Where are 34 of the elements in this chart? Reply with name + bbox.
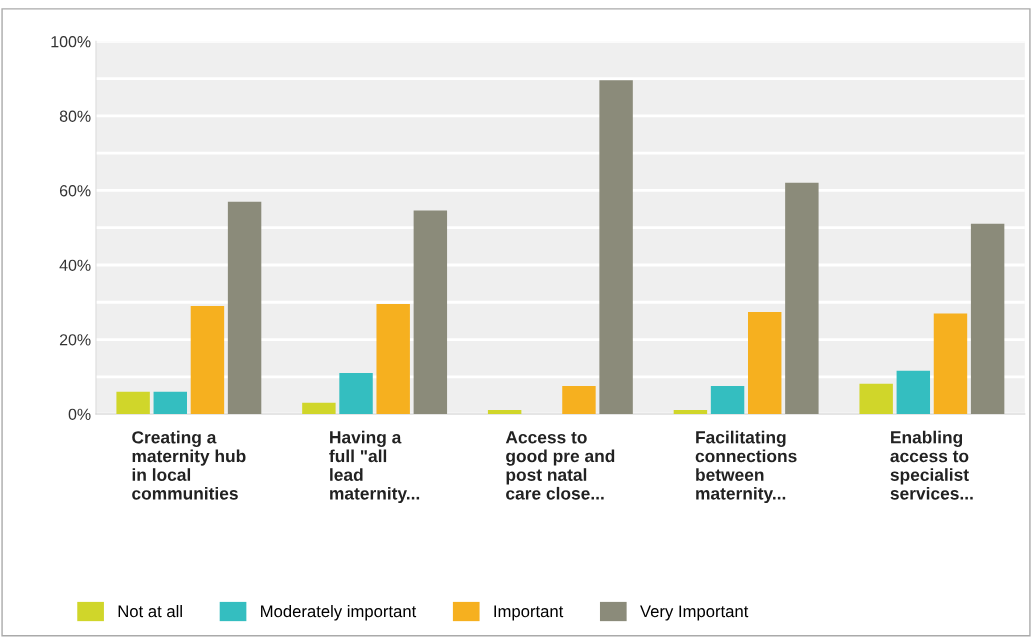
legend-label: Very Important	[640, 605, 749, 621]
x-tick-label: Access to good pre and post natal care close...	[505, 431, 615, 500]
bar	[302, 402, 336, 415]
bar	[599, 80, 633, 415]
bar	[859, 383, 893, 415]
y-tick-label: 80%	[59, 110, 91, 122]
bar	[487, 409, 522, 415]
x-tick-label: Having a full "all lead maternity...	[329, 430, 420, 504]
x-tick-label: Creating a maternity hub in local communities	[132, 430, 246, 500]
bar	[970, 223, 1005, 415]
bar	[785, 182, 819, 415]
bar	[673, 409, 708, 415]
x-tick-label: Facilitating connections between maternity...	[695, 430, 797, 504]
bar	[116, 391, 150, 415]
bar	[153, 391, 187, 415]
bar	[896, 370, 931, 415]
y-tick-label: 20%	[59, 334, 91, 346]
y-tick-label: 40%	[59, 259, 91, 271]
legend-label: Not at all	[118, 604, 182, 618]
bar	[376, 304, 410, 415]
bar	[710, 386, 745, 415]
bar	[413, 210, 448, 415]
bar	[562, 386, 596, 415]
x-tick-label: Enabling access to specialist services...	[890, 430, 973, 500]
legend-label: Important	[494, 605, 564, 621]
bar	[933, 313, 968, 415]
legend-label: Moderately important	[261, 604, 417, 621]
bar	[190, 305, 225, 415]
y-tick-label: 60%	[59, 185, 91, 197]
bar	[747, 311, 782, 415]
y-tick-label: 0%	[68, 408, 91, 420]
y-tick-label: 100%	[51, 36, 91, 48]
bar	[339, 373, 373, 415]
bar	[227, 201, 262, 415]
